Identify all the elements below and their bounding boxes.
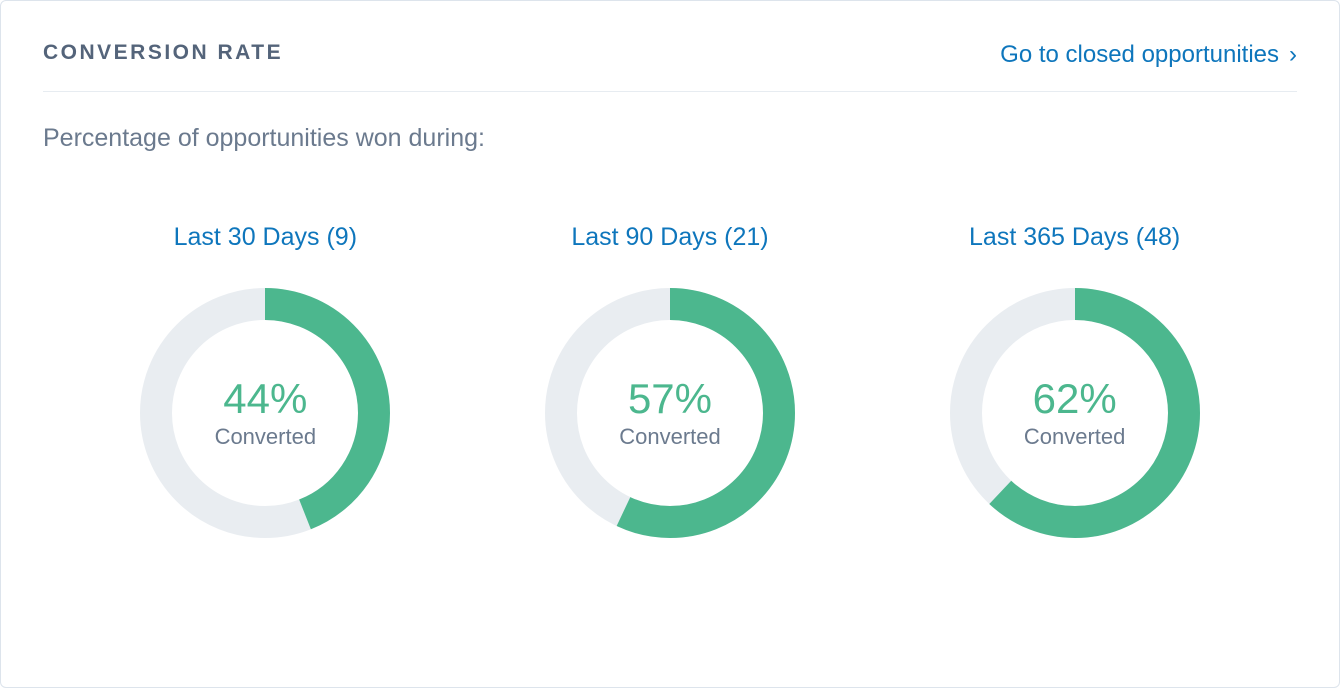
donut-pct-value: 62% <box>1033 376 1117 422</box>
donut-title[interactable]: Last 30 Days (9) <box>174 223 357 252</box>
donut-row: Last 30 Days (9) 44% Converted Last 90 D… <box>43 223 1297 538</box>
donut-pct-label: Converted <box>1024 424 1126 450</box>
donut-title[interactable]: Last 365 Days (48) <box>969 223 1180 252</box>
donut-center: 57% Converted <box>545 288 795 538</box>
donut-chart: 62% Converted <box>950 288 1200 538</box>
donut-pct-value: 44% <box>223 376 307 422</box>
card-title: CONVERSION RATE <box>43 41 283 65</box>
donut-title[interactable]: Last 90 Days (21) <box>571 223 768 252</box>
donut-pct-label: Converted <box>215 424 317 450</box>
closed-opportunities-link-label: Go to closed opportunities <box>1000 41 1279 69</box>
chevron-right-icon: › <box>1289 43 1297 67</box>
donut-pct-value: 57% <box>628 376 712 422</box>
closed-opportunities-link[interactable]: Go to closed opportunities › <box>1000 41 1297 69</box>
card-subtitle: Percentage of opportunities won during: <box>43 124 1297 153</box>
donut-cell-30-days: Last 30 Days (9) 44% Converted <box>63 223 468 538</box>
donut-center: 62% Converted <box>950 288 1200 538</box>
card-header: CONVERSION RATE Go to closed opportuniti… <box>43 41 1297 92</box>
donut-center: 44% Converted <box>140 288 390 538</box>
conversion-rate-card: CONVERSION RATE Go to closed opportuniti… <box>0 0 1340 688</box>
donut-pct-label: Converted <box>619 424 721 450</box>
donut-chart: 57% Converted <box>545 288 795 538</box>
donut-cell-365-days: Last 365 Days (48) 62% Converted <box>872 223 1277 538</box>
donut-cell-90-days: Last 90 Days (21) 57% Converted <box>468 223 873 538</box>
donut-chart: 44% Converted <box>140 288 390 538</box>
